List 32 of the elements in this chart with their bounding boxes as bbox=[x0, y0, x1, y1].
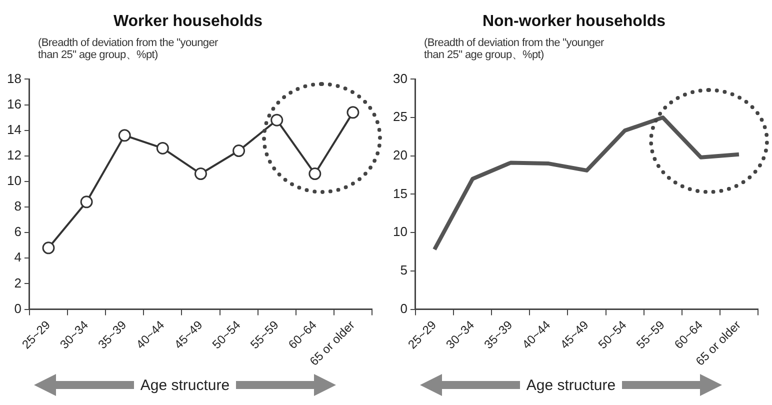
point bbox=[42, 242, 55, 254]
point bbox=[346, 106, 360, 119]
point bbox=[232, 144, 246, 158]
point bbox=[270, 114, 284, 126]
y-tick-label: 0 bbox=[14, 300, 22, 316]
y-axis-title: (Breadth of deviation from the "younger than 25" age group、%pt) bbox=[424, 37, 605, 61]
text: Age structure bbox=[526, 376, 616, 394]
y-tick-label: 12 bbox=[6, 147, 22, 162]
y-tick-label: 25 bbox=[392, 109, 408, 124]
y-tick-label: 15 bbox=[392, 186, 408, 201]
chart-title: Worker households bbox=[113, 13, 263, 30]
y-tick-label: 0 bbox=[400, 300, 408, 316]
y-tick-label: 8 bbox=[14, 198, 22, 214]
y-tick-label: 10 bbox=[6, 173, 22, 188]
point bbox=[308, 168, 322, 180]
y-tick-label: 2 bbox=[14, 275, 22, 290]
text: Age structure bbox=[140, 376, 230, 394]
y-tick-label: 18 bbox=[6, 70, 22, 86]
chart-title: Non-worker households bbox=[482, 13, 666, 30]
point bbox=[194, 168, 207, 180]
y-tick-label: 30 bbox=[392, 70, 408, 86]
y-tick-label: 4 bbox=[14, 250, 22, 265]
y-tick-label: 10 bbox=[392, 224, 408, 240]
y-tick-label: 6 bbox=[14, 224, 22, 240]
y-axis-title: (Breadth of deviation from the "younger than 25" age group、%pt) bbox=[38, 37, 219, 61]
y-tick-label: 20 bbox=[392, 147, 408, 162]
y-tick-label: 16 bbox=[6, 96, 22, 112]
point bbox=[80, 196, 93, 208]
point bbox=[156, 142, 169, 154]
point bbox=[118, 129, 131, 142]
y-tick-label: 14 bbox=[6, 122, 22, 137]
y-tick-label: 5 bbox=[400, 262, 408, 278]
